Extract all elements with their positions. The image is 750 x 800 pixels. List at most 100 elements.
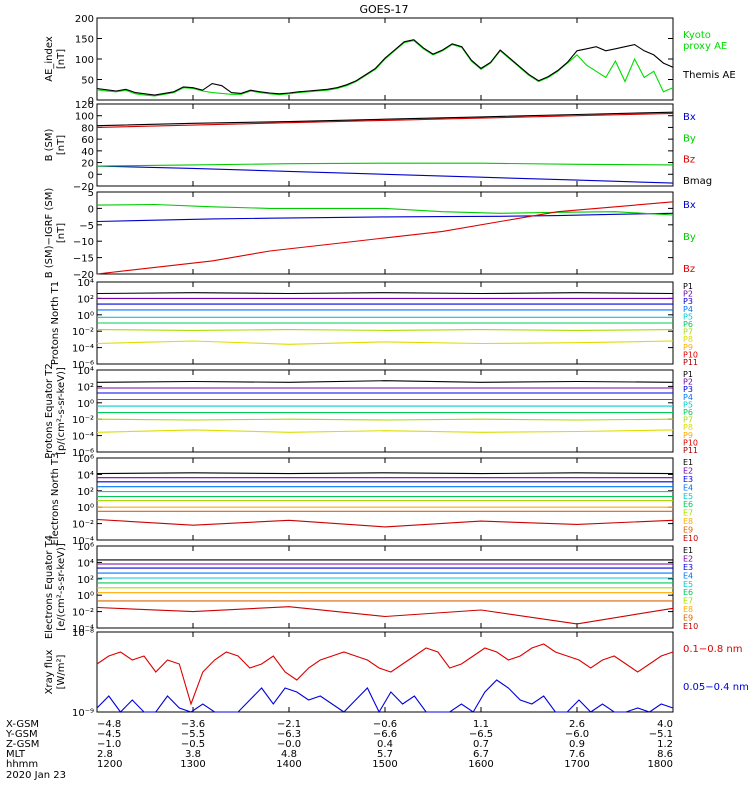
panel-frame [96, 631, 674, 713]
series-line-p8 [96, 340, 674, 345]
legend-e5: E5 [683, 492, 693, 501]
y-tick-label: 10⁻⁶ [72, 360, 94, 371]
panel-6: 10⁶ 10⁴ 10² 10⁰ 10⁻² 10⁻⁴ Electrons North T3 E1… [50, 452, 698, 547]
series-line-bmag [96, 111, 674, 127]
y-axis-label: B (SM)−IGRF (SM)[nT] [44, 188, 67, 279]
ephemeris-value: 3.8 [185, 749, 201, 760]
figure-title: GOES-17 [359, 3, 408, 16]
legend-e7: E7 [683, 509, 693, 518]
series-line-by [96, 162, 674, 167]
panel-frame [96, 103, 674, 187]
y-tick-label: −20 [73, 270, 94, 281]
ephemeris-value: 7.6 [569, 749, 585, 760]
ephemeris-row-label: Y-GSM [5, 729, 38, 740]
legend-e1: E1 [683, 458, 693, 467]
y-tick-label: 10⁻² [72, 415, 94, 426]
y-tick-label: 50 [81, 76, 94, 87]
ephemeris-value: −6.3 [277, 729, 301, 740]
legend-p9: P9 [683, 431, 693, 440]
series-line-bx [96, 165, 674, 184]
ephemeris-value: −0.6 [373, 719, 397, 730]
ephemeris-value: 1600 [468, 759, 493, 770]
legend-e8: E8 [683, 517, 693, 526]
ephemeris-value: −5.1 [649, 729, 673, 740]
y-tick-label: 20 [81, 159, 94, 170]
ephemeris-value: 1.2 [657, 739, 673, 750]
ephemeris-row-label: hhmm [6, 759, 38, 770]
ephemeris-value: −4.5 [97, 729, 121, 740]
ephemeris-value: −5.5 [181, 729, 205, 740]
panel-8: 10⁻⁸ 10⁻⁹ Xray flux[W/m²] 0.1−0.8 nm 0.05−0.… [44, 628, 749, 719]
y-axis-label: Electrons Equator T4[e/(cm²-s-sr-keV)] [44, 535, 67, 639]
series-line-e10 [96, 518, 674, 528]
y-tick-label: −15 [73, 254, 94, 265]
legend-p4: P4 [683, 393, 693, 402]
legend-p10: P10 [683, 438, 698, 447]
y-axis-label: B (SM)[nT] [44, 128, 67, 161]
legend-e3: E3 [683, 563, 693, 572]
ephemeris-value: −0.5 [181, 739, 205, 750]
legend-p5: P5 [683, 312, 693, 321]
series-line-bx [96, 212, 674, 223]
legend-bmag: Bmag [683, 176, 712, 187]
ephemeris-value: −6.0 [565, 729, 589, 740]
ephemeris-value: −3.6 [181, 719, 205, 730]
series-line-0-1-0-8-nm [96, 643, 674, 706]
legend-e2: E2 [683, 554, 693, 563]
legend-p9: P9 [683, 343, 693, 352]
legend-by: By [683, 232, 696, 243]
y-tick-label: 10⁻⁴ [72, 432, 94, 443]
legend-e1: E1 [683, 546, 693, 555]
y-tick-label: 0 [88, 96, 94, 107]
series-line-e1 [96, 472, 674, 475]
legend-bz: Bz [683, 155, 695, 166]
series-line-0-05-0-4-nm [96, 679, 674, 714]
legend-p8: P8 [683, 423, 693, 432]
legend-e7: E7 [683, 597, 693, 606]
y-axis-label: AE_index[nT] [44, 36, 67, 82]
y-tick-label: 10⁻² [72, 520, 94, 531]
y-tick-label: −5 [79, 221, 94, 232]
ephemeris-value: 0.4 [377, 739, 393, 750]
y-tick-label: 10⁴ [77, 470, 94, 481]
legend-kyoto-proxy-ae: Kyoto proxy AE [683, 30, 727, 52]
legend-e6: E6 [683, 500, 693, 509]
series-line-p8 [96, 429, 674, 433]
legend-p11: P11 [683, 446, 698, 455]
ephemeris-value: 5.7 [377, 749, 393, 760]
y-tick-label: 10² [77, 575, 94, 586]
ephemeris-value: 1500 [372, 759, 397, 770]
y-tick-label: 10⁰ [77, 399, 94, 410]
legend-0-1-0-8-nm: 0.1−0.8 nm [683, 644, 742, 655]
ephemeris-value: −4.8 [97, 719, 121, 730]
y-tick-label: 10⁻⁴ [72, 624, 94, 635]
y-tick-label: 0 [88, 170, 94, 181]
series-line-p7 [96, 418, 674, 421]
legend-p10: P10 [683, 350, 698, 359]
legend-p1: P1 [683, 370, 693, 379]
ephemeris-row-label: MLT [6, 749, 26, 760]
panel-1: 0 50 100 150 200 AE_index[nT] Kyoto proxy AE The… [44, 14, 736, 107]
legend-e10: E10 [683, 622, 698, 631]
series-line-themis-ae [96, 39, 674, 96]
legend-p2: P2 [683, 290, 693, 299]
series-line-by [96, 203, 674, 216]
legend-e10: E10 [683, 534, 698, 543]
y-tick-label: 10⁻⁴ [72, 536, 94, 547]
legend-0-05-0-4-nm: 0.05−0.4 nm [683, 682, 749, 693]
series-line-p7 [96, 329, 674, 331]
ephemeris-value: 1300 [180, 759, 205, 770]
legend-e4: E4 [683, 483, 693, 492]
legend-e9: E9 [683, 614, 693, 623]
ephemeris-value: 6.7 [473, 749, 489, 760]
y-tick-label: 10⁻⁴ [72, 344, 94, 355]
y-tick-label: 0 [88, 204, 94, 215]
series-line-p1 [96, 380, 674, 383]
legend-p5: P5 [683, 400, 693, 409]
y-tick-label: 10⁰ [77, 311, 94, 322]
legend-p6: P6 [683, 320, 693, 329]
y-tick-label: 10⁻² [72, 608, 94, 619]
legend-p1: P1 [683, 282, 693, 291]
